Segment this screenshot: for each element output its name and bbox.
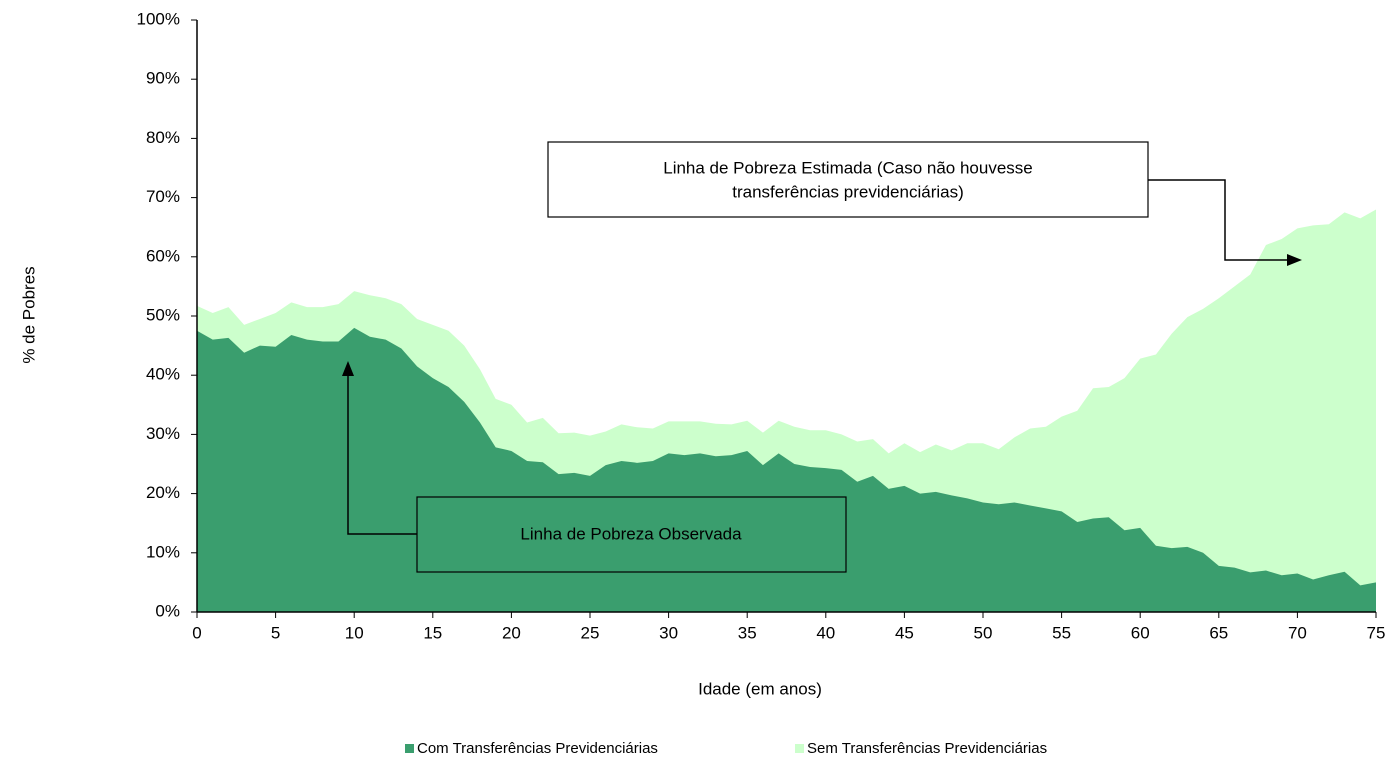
x-tick-label: 40 (816, 623, 835, 642)
annotation-text: Linha de Pobreza Observada (520, 524, 742, 543)
annotation-text: Linha de Pobreza Estimada (Caso não houv… (663, 158, 1033, 177)
x-axis-title: Idade (em anos) (698, 679, 822, 698)
y-tick-label: 70% (146, 187, 180, 206)
x-tick-label: 45 (895, 623, 914, 642)
annotation-box (416, 496, 847, 573)
x-tick-label: 0 (192, 623, 201, 642)
x-tick-label: 15 (423, 623, 442, 642)
arrow-head (1287, 254, 1302, 266)
y-tick-label: 60% (146, 246, 180, 265)
x-tick-label: 50 (974, 623, 993, 642)
x-tick-label: 20 (502, 623, 521, 642)
y-tick-label: 50% (146, 305, 180, 324)
legend-label: Com Transferências Previdenciárias (417, 740, 658, 757)
y-tick-label: 20% (146, 483, 180, 502)
x-tick-label: 10 (345, 623, 364, 642)
annotation-arrow (1148, 179, 1290, 261)
y-tick-label: 0% (155, 601, 180, 620)
x-tick-label: 65 (1209, 623, 1228, 642)
legend-swatch (405, 744, 414, 753)
y-tick-label: 30% (146, 424, 180, 443)
y-tick-label: 10% (146, 542, 180, 561)
y-tick-label: 90% (146, 69, 180, 88)
arrow-head (342, 361, 354, 376)
y-tick-label: 80% (146, 128, 180, 147)
annotation-arrow (347, 374, 417, 535)
x-tick-label: 70 (1288, 623, 1307, 642)
x-tick-label: 30 (659, 623, 678, 642)
annotation-box (547, 141, 1149, 218)
y-tick-label: 40% (146, 365, 180, 384)
x-tick-label: 35 (738, 623, 757, 642)
annotation-text: transferências previdenciárias) (732, 182, 964, 201)
y-axis-title: % de Pobres (19, 266, 38, 363)
legend-label: Sem Transferências Previdenciárias (807, 740, 1047, 757)
x-tick-label: 25 (581, 623, 600, 642)
y-tick-label: 100% (137, 9, 180, 28)
legend: Com Transferências Previdenciárias Sem Tr… (405, 740, 1047, 757)
x-tick-label: 5 (271, 623, 280, 642)
x-tick-label: 60 (1131, 623, 1150, 642)
x-tick-label: 75 (1367, 623, 1386, 642)
x-tick-label: 55 (1052, 623, 1071, 642)
legend-swatch (795, 744, 804, 753)
